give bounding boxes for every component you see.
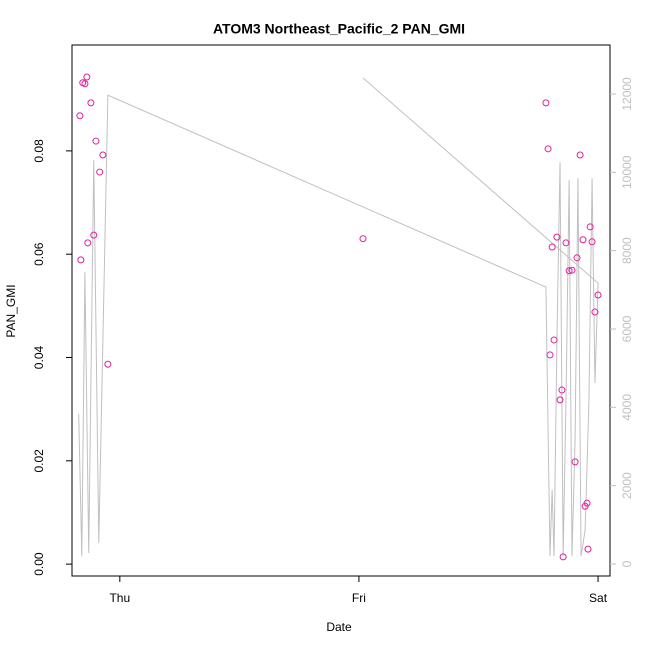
y-tick-label: 0.04: [32, 346, 46, 370]
y-tick-label: 0.02: [32, 449, 46, 473]
scatter-point: [81, 80, 89, 88]
scatter-point: [571, 458, 579, 466]
x-tick-label: Fri: [352, 591, 366, 605]
scatter-point: [576, 151, 584, 159]
scatter-point: [359, 235, 367, 243]
scatter-point: [553, 233, 561, 241]
scatter-point: [550, 336, 558, 344]
y2-tick-label: 0: [620, 560, 634, 567]
scatter-point: [558, 386, 566, 394]
scatter-point: [562, 239, 570, 247]
x-tick-label: Sat: [589, 591, 608, 605]
x-tick-label: Thu: [109, 591, 130, 605]
scatter-point: [591, 308, 599, 316]
scatter-point: [583, 499, 591, 507]
plot-frame: [71, 44, 611, 577]
y-axis-label: PAN_GMI: [4, 284, 18, 337]
y2-tick-label: 12000: [620, 77, 634, 111]
scatter-point: [556, 396, 564, 404]
scatter-point: [544, 145, 552, 153]
scatter-point: [84, 239, 92, 247]
scatter-point: [586, 223, 594, 231]
scatter-point: [76, 112, 84, 120]
scatter-point: [92, 137, 100, 145]
y2-tick-label: 2000: [620, 472, 634, 499]
chart-title: ATOM3 Northeast_Pacific_2 PAN_GMI: [213, 21, 465, 37]
scatter-point: [594, 291, 602, 299]
scatter-point: [579, 236, 587, 244]
y-tick-label: 0.08: [32, 139, 46, 163]
scatter-point: [588, 238, 596, 246]
scatter-point: [99, 151, 107, 159]
y2-tick-label: 6000: [620, 315, 634, 342]
y2-tick-label: 8000: [620, 237, 634, 264]
scatter-point: [83, 73, 91, 81]
y2-tick-label: 4000: [620, 394, 634, 421]
scatter-point: [542, 99, 550, 107]
scatter-point: [559, 553, 567, 561]
scatter-point: [584, 545, 592, 553]
scatter-point: [573, 254, 581, 262]
y-tick-label: 0.00: [32, 552, 46, 576]
scatter-point: [568, 266, 576, 274]
scatter-point: [90, 231, 98, 239]
scatter-point: [565, 267, 573, 275]
scatter-point: [96, 168, 104, 176]
scatter-point: [87, 99, 95, 107]
scatter-point: [548, 243, 556, 251]
x-axis-label: Date: [326, 620, 352, 634]
line-series: [78, 77, 599, 557]
scatter-point: [104, 360, 112, 368]
scatter-point: [77, 256, 85, 264]
y-tick-label: 0.06: [32, 242, 46, 266]
y2-tick-label: 10000: [620, 155, 634, 189]
scatter-point: [546, 351, 554, 359]
